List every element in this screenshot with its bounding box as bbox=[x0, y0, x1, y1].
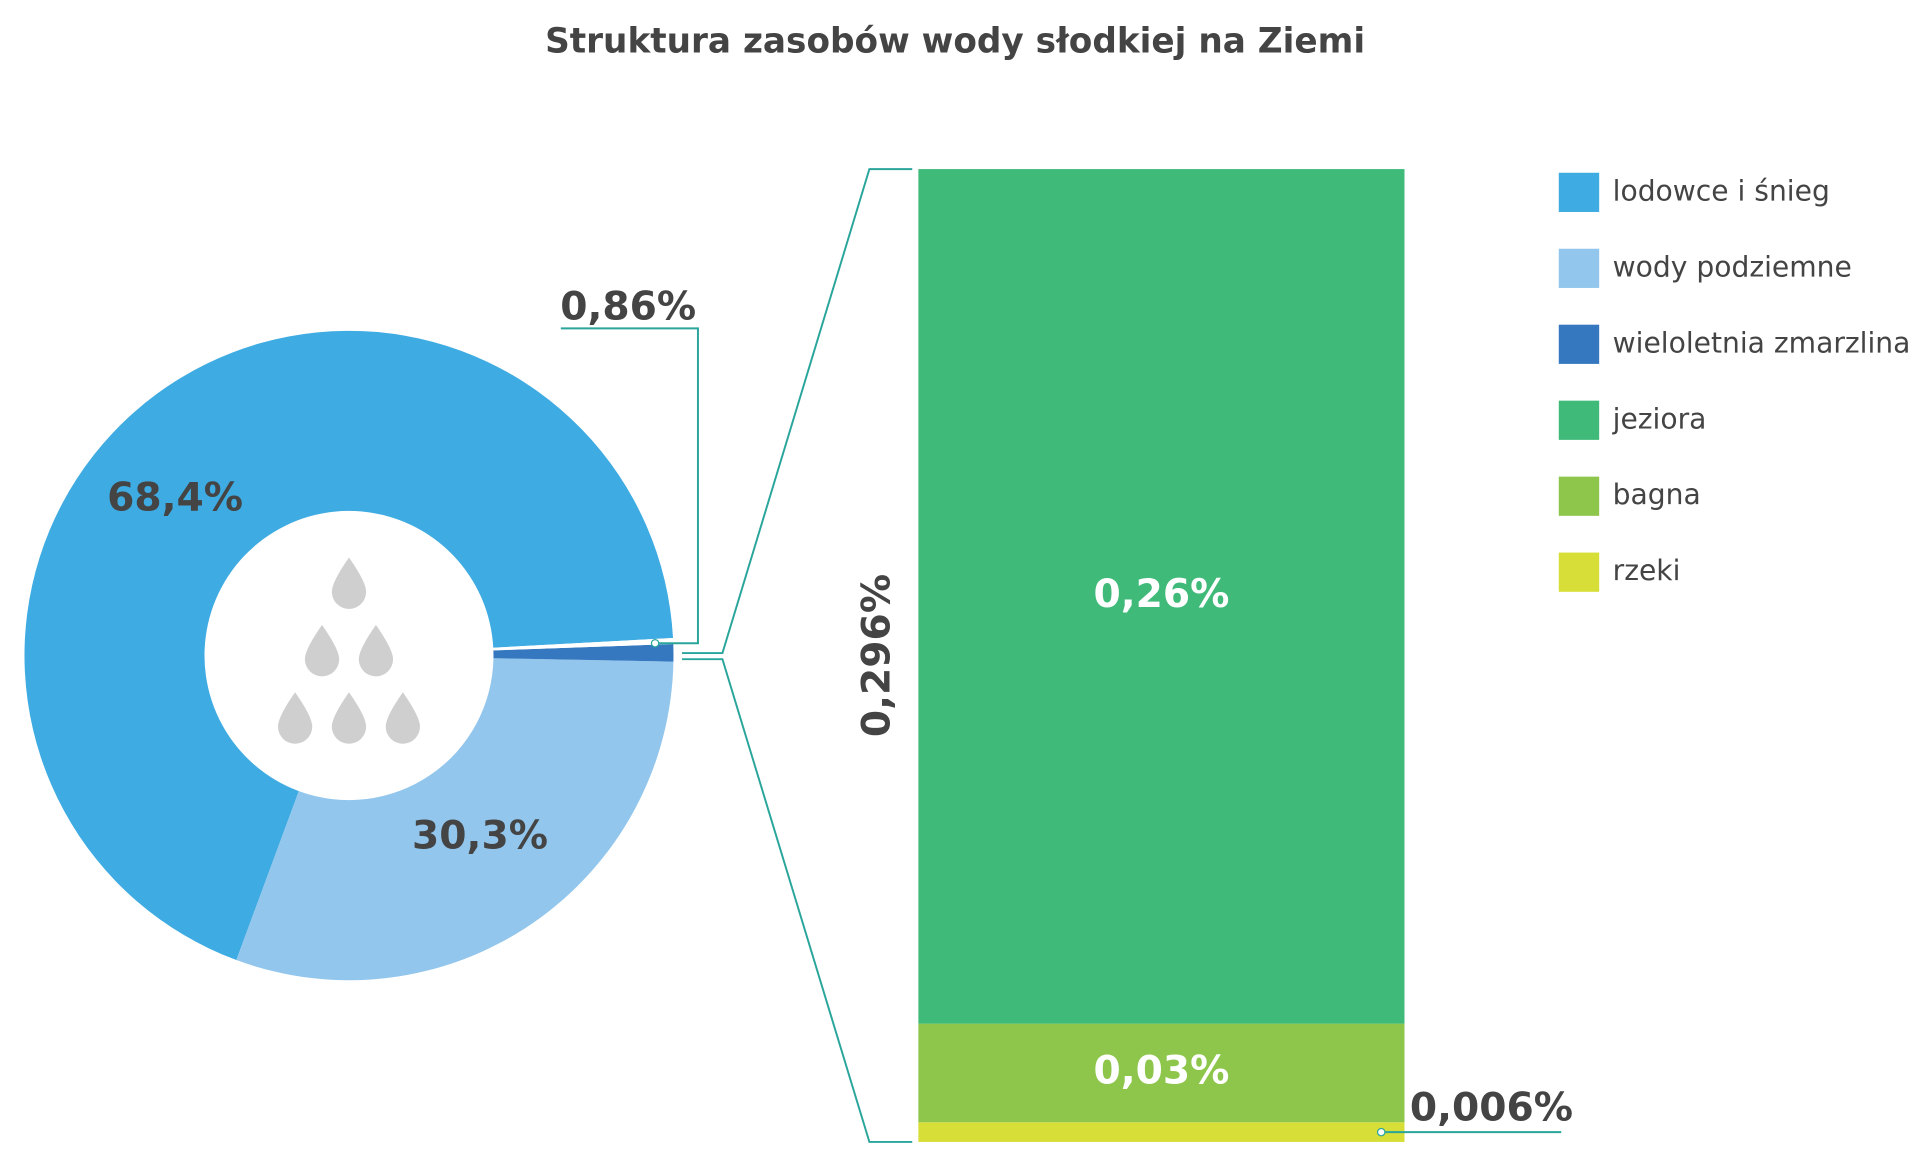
legend-label: lodowce i śnieg bbox=[1613, 174, 1830, 207]
value-label: 0,03% bbox=[1093, 1048, 1229, 1093]
legend-label: bagna bbox=[1613, 478, 1701, 511]
legend-label: rzeki bbox=[1613, 554, 1681, 587]
chart-title: Struktura zasobów wody słodkiej na Ziemi bbox=[545, 21, 1365, 61]
connector-dot bbox=[1376, 1127, 1386, 1137]
bar-segment bbox=[918, 1122, 1405, 1142]
legend-swatch bbox=[1558, 552, 1600, 592]
legend-label: wody podziemne bbox=[1613, 250, 1852, 283]
legend-swatch bbox=[1558, 248, 1600, 288]
pie-slice bbox=[236, 658, 674, 981]
value-label: 0,26% bbox=[1093, 572, 1229, 617]
value-label: 68,4% bbox=[107, 475, 243, 520]
bar-segment bbox=[918, 169, 1405, 1024]
value-label: 0,006% bbox=[1410, 1086, 1573, 1131]
value-label: 0,86% bbox=[560, 284, 696, 329]
legend-swatch bbox=[1558, 324, 1600, 364]
droplets bbox=[277, 557, 420, 744]
value-label: 30,3% bbox=[412, 814, 548, 859]
legend-swatch bbox=[1558, 476, 1600, 516]
bar-segment bbox=[918, 1023, 1405, 1123]
legend-label: jeziora bbox=[1612, 402, 1707, 435]
pie-slice bbox=[493, 643, 674, 662]
legend-swatch bbox=[1558, 400, 1600, 440]
connectors bbox=[560, 168, 1562, 1143]
pie-slice bbox=[493, 637, 674, 651]
legend-swatch bbox=[1558, 172, 1600, 212]
value-label: 0,296% bbox=[855, 574, 900, 737]
legend-label: wieloletnia zmarzlina bbox=[1613, 326, 1911, 359]
pie-slice bbox=[24, 330, 673, 961]
